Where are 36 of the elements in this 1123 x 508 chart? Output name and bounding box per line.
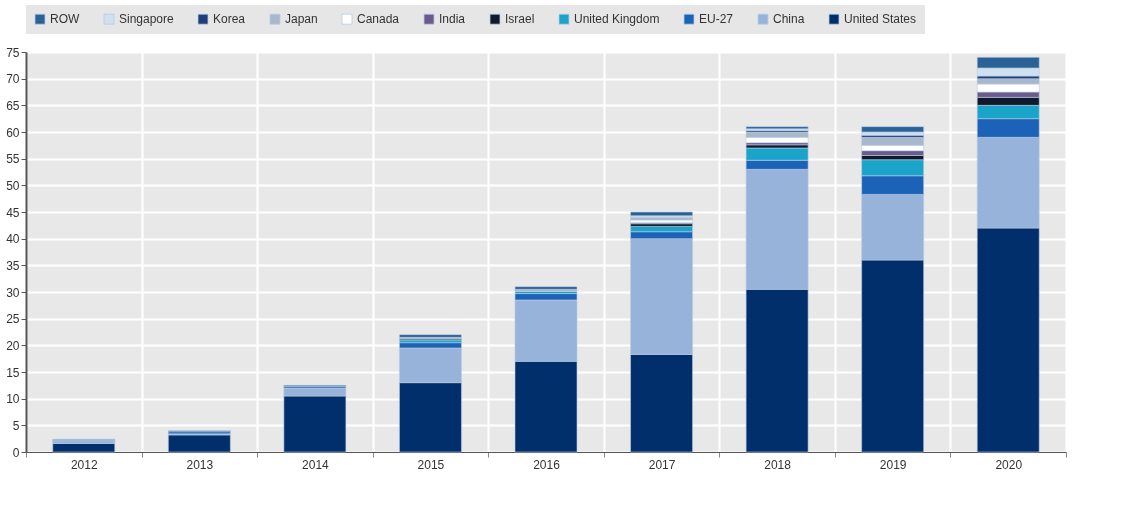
x-tick-label: 2017 [648, 457, 676, 472]
y-tick-label: 10 [6, 392, 20, 407]
x-tick-label: 2015 [417, 457, 445, 472]
legend-label: Israel [505, 12, 535, 27]
legend-label: ROW [50, 12, 80, 27]
y-tick-label: 25 [6, 312, 20, 327]
legend-label: EU-27 [699, 12, 734, 27]
y-tick-label: 60 [6, 125, 20, 140]
y-tick-label: 70 [6, 72, 20, 87]
y-tick-label: 40 [6, 232, 20, 247]
x-tick-label: 2018 [764, 457, 792, 472]
x-tick-label: 2013 [186, 457, 214, 472]
legend-label: United States [844, 12, 917, 27]
y-tick-label: 55 [6, 152, 20, 167]
y-tick-label: 0 [12, 445, 20, 460]
legend-label: Korea [213, 12, 246, 27]
legend-label: Singapore [119, 12, 175, 27]
legend-label: China [773, 12, 805, 27]
y-tick-label: 15 [6, 365, 20, 380]
y-tick-label: 35 [6, 258, 20, 273]
y-tick-label: 20 [6, 338, 20, 353]
legend-label: Canada [357, 12, 400, 27]
x-tick-label: 2012 [70, 457, 98, 472]
y-tick-label: 5 [12, 418, 20, 433]
y-tick-label: 30 [6, 285, 20, 300]
x-tick-label: 2020 [995, 457, 1023, 472]
y-tick-label: 65 [6, 98, 20, 113]
x-tick-label: 2014 [302, 457, 330, 472]
legend-label: India [439, 12, 466, 27]
y-tick-label: 50 [6, 178, 20, 193]
x-tick-label: 2019 [879, 457, 907, 472]
x-tick-label: 2016 [533, 457, 561, 472]
y-tick-label: 75 [6, 45, 20, 60]
y-tick-label: 45 [6, 205, 20, 220]
legend-label: United Kingdom [574, 12, 660, 27]
legend-label: Japan [285, 12, 318, 27]
